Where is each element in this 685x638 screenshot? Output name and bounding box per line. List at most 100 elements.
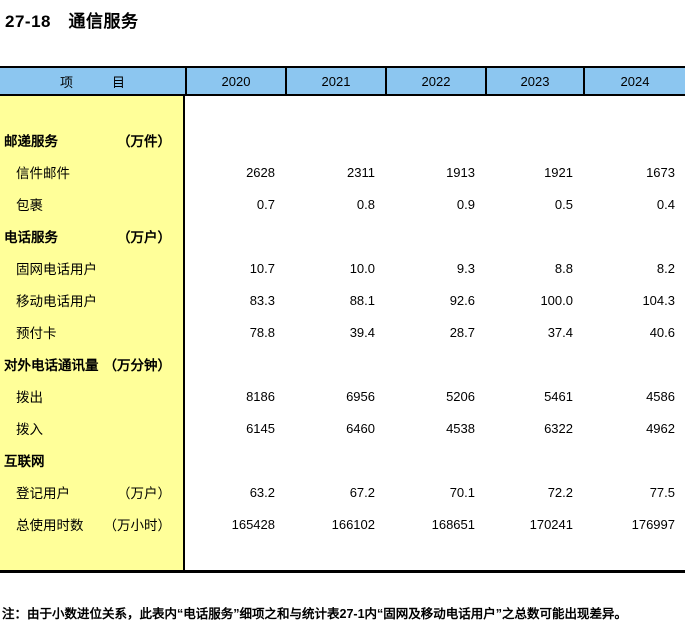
value-cell xyxy=(385,124,485,156)
value-cell: 176997 xyxy=(631,516,675,532)
value-cell xyxy=(583,348,685,380)
value-cell xyxy=(285,220,385,252)
row-unit: （万小时） xyxy=(103,518,172,533)
table-row: 包裹 0.7 0.8 0.9 0.5 0.4 xyxy=(0,188,685,220)
value-cell: 10.7 xyxy=(249,260,275,276)
row-label: 固网电话用户 xyxy=(16,262,97,277)
row-label-cell: 总使用时数 （万小时） xyxy=(0,508,185,540)
value-cell xyxy=(485,540,583,570)
value-cell: 104.3 xyxy=(642,292,675,308)
value-cell xyxy=(285,444,385,476)
row-unit: （万户） xyxy=(117,230,171,245)
table-row: 登记用户 （万户） 63.2 67.2 70.1 72.2 77.5 xyxy=(0,476,685,508)
table-row: 电话服务 （万户） xyxy=(0,220,685,252)
value-cell: 1673 xyxy=(646,164,675,180)
value-cell: 0.5 xyxy=(554,196,573,212)
row-label: 邮递服务 xyxy=(4,134,58,149)
value-cell xyxy=(185,540,285,570)
value-cell xyxy=(485,348,583,380)
table-row: 邮递服务 （万件） xyxy=(0,124,685,156)
communication-services-table: 项 目 2020 2021 2022 2023 2024 邮递服务 （万件） 信件邮件 262… xyxy=(0,66,685,573)
row-label-cell: 邮递服务 （万件） xyxy=(0,124,185,156)
value-cell: 6322 xyxy=(544,420,573,436)
row-label: 拨入 xyxy=(16,422,43,437)
value-cell: 67.2 xyxy=(349,484,375,500)
value-cell: 0.7 xyxy=(256,196,275,212)
value-cell: 2628 xyxy=(246,164,275,180)
value-cell: 170241 xyxy=(529,516,573,532)
row-label: 拨出 xyxy=(16,390,43,405)
value-cell xyxy=(385,540,485,570)
value-cell: 0.9 xyxy=(456,196,475,212)
row-label-cell xyxy=(0,540,185,570)
value-cell: 39.4 xyxy=(349,324,375,340)
value-cell: 8.2 xyxy=(656,260,675,276)
value-cell xyxy=(285,96,385,124)
value-cell: 168651 xyxy=(431,516,475,532)
value-cell: 8.8 xyxy=(554,260,573,276)
value-cell xyxy=(185,220,285,252)
table-row: 对外电话通讯量 （万分钟） xyxy=(0,348,685,380)
table-row: 互联网 xyxy=(0,444,685,476)
row-label-cell xyxy=(0,96,185,124)
value-cell: 77.5 xyxy=(649,484,675,500)
table-body: 邮递服务 （万件） 信件邮件 2628 2311 1913 1921 1673 包裹 0.7 0.8… xyxy=(0,96,685,570)
row-label-cell: 预付卡 xyxy=(0,316,185,348)
value-cell xyxy=(485,124,583,156)
value-cell: 2311 xyxy=(347,164,375,180)
value-cell xyxy=(583,540,685,570)
spacer-row xyxy=(0,96,685,124)
row-label: 移动电话用户 xyxy=(16,294,97,309)
table-row: 拨入 6145 6460 4538 6322 4962 xyxy=(0,412,685,444)
value-cell: 10.0 xyxy=(349,260,375,276)
year-column-header: 2024 xyxy=(583,68,685,94)
row-label: 互联网 xyxy=(4,454,45,469)
row-label-cell: 信件邮件 xyxy=(0,156,185,188)
year-column-header: 2022 xyxy=(385,68,485,94)
value-cell: 6460 xyxy=(346,420,375,436)
value-cell xyxy=(185,444,285,476)
value-cell: 37.4 xyxy=(547,324,573,340)
value-cell: 166102 xyxy=(331,516,375,532)
value-cell xyxy=(285,540,385,570)
row-label: 信件邮件 xyxy=(16,166,70,181)
page-title: 27-18 通信服务 xyxy=(5,12,139,31)
value-cell xyxy=(385,96,485,124)
row-label-cell: 拨出 xyxy=(0,380,185,412)
row-label-cell: 拨入 xyxy=(0,412,185,444)
row-label-cell: 登记用户 （万户） xyxy=(0,476,185,508)
row-label: 电话服务 xyxy=(4,230,58,245)
year-column-header: 2021 xyxy=(285,68,385,94)
year-column-header: 2020 xyxy=(185,68,285,94)
value-cell xyxy=(485,220,583,252)
value-cell: 0.4 xyxy=(656,196,675,212)
value-cell: 0.8 xyxy=(356,196,375,212)
value-cell: 4586 xyxy=(646,388,675,404)
table-row: 预付卡 78.8 39.4 28.7 37.4 40.6 xyxy=(0,316,685,348)
row-label-cell: 移动电话用户 xyxy=(0,284,185,316)
row-label-cell: 对外电话通讯量 （万分钟） xyxy=(0,348,185,380)
value-cell xyxy=(385,220,485,252)
value-cell: 4962 xyxy=(646,420,675,436)
value-cell: 165428 xyxy=(231,516,275,532)
value-cell xyxy=(285,348,385,380)
row-label: 对外电话通讯量 xyxy=(4,358,99,373)
value-cell: 5206 xyxy=(446,388,475,404)
row-label: 登记用户 xyxy=(16,486,70,501)
value-cell: 9.3 xyxy=(456,260,475,276)
value-cell xyxy=(583,444,685,476)
table-header-row: 项 目 2020 2021 2022 2023 2024 xyxy=(0,68,685,96)
table-row: 固网电话用户 10.7 10.0 9.3 8.8 8.2 xyxy=(0,252,685,284)
value-cell: 1913 xyxy=(446,164,475,180)
row-label: 总使用时数 xyxy=(16,518,84,533)
value-cell xyxy=(385,444,485,476)
value-cell xyxy=(385,348,485,380)
row-unit: （万户） xyxy=(117,486,171,501)
row-label: 预付卡 xyxy=(16,326,57,341)
value-cell xyxy=(583,124,685,156)
value-cell: 28.7 xyxy=(449,324,475,340)
value-cell: 1921 xyxy=(544,164,573,180)
spacer-row xyxy=(0,540,685,570)
value-cell xyxy=(185,124,285,156)
value-cell xyxy=(583,220,685,252)
